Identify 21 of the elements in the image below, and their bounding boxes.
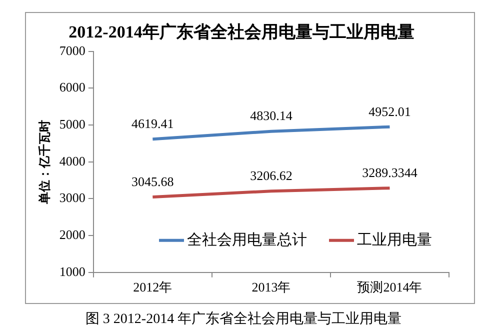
data-label: 4830.14 bbox=[250, 108, 293, 124]
chart-title: 2012-2014年广东省全社会用电量与工业用电量 bbox=[68, 22, 414, 42]
y-tick-label: 2000 bbox=[59, 226, 86, 242]
y-tick-label: 4000 bbox=[59, 153, 86, 168]
y-tick-label: 3000 bbox=[59, 190, 86, 206]
x-tick-label: 2013年 bbox=[252, 280, 291, 295]
data-label: 4619.41 bbox=[132, 116, 174, 132]
data-label: 3289.3344 bbox=[362, 165, 418, 180]
y-tick-label: 6000 bbox=[59, 80, 86, 95]
x-tick-label: 2012年 bbox=[133, 280, 172, 295]
y-axis-title: 单位：亿千瓦时 bbox=[37, 120, 52, 205]
x-tick-label: 预测2014年 bbox=[357, 280, 422, 295]
data-label: 3206.62 bbox=[250, 168, 292, 184]
legend-label: 全社会用电量总计 bbox=[187, 230, 307, 248]
data-label: 4952.01 bbox=[368, 104, 411, 119]
y-tick-label: 5000 bbox=[59, 116, 86, 132]
y-tick-label: 7000 bbox=[59, 42, 86, 58]
legend-label: 工业用电量 bbox=[357, 230, 432, 248]
data-label: 3045.68 bbox=[132, 174, 174, 189]
y-tick-label: 1000 bbox=[59, 264, 86, 279]
caption: 图 3 2012-2014 年广东省全社会用电量与工业用电量 bbox=[84, 310, 403, 328]
